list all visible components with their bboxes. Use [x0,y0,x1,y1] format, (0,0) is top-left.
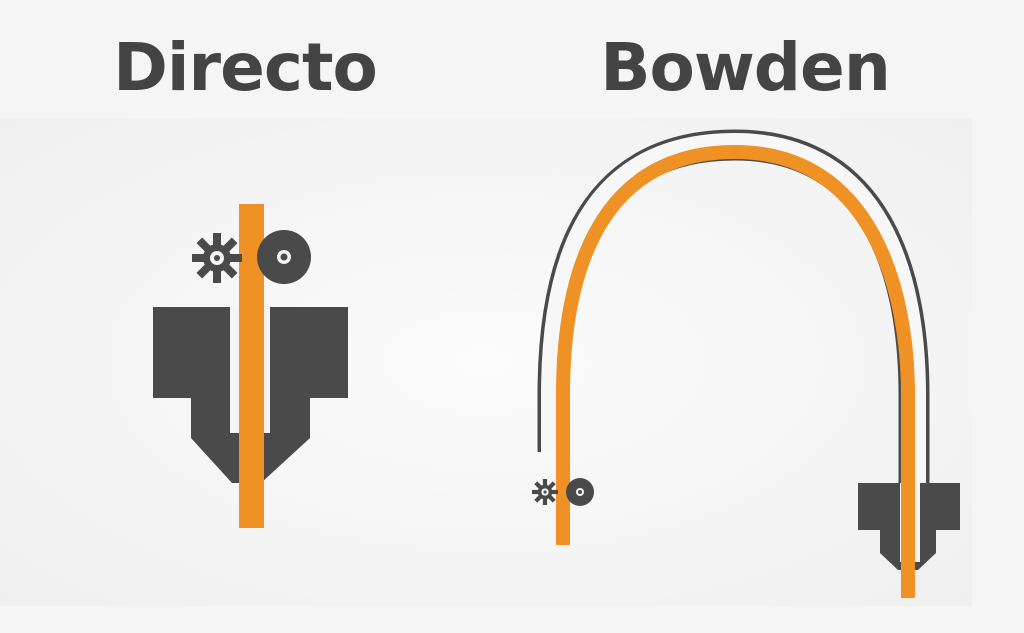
idler-wheel-icon [566,478,594,506]
bowden-tube-inner [541,132,926,500]
gear-icon [192,233,242,283]
bowden-filament [556,144,915,598]
idler-wheel-icon [257,230,311,284]
gear-icon [532,479,558,505]
direct-extruder [153,204,348,528]
bowden-extruder [532,129,960,598]
direct-extruder-title: Directo [113,29,378,106]
bowden-extruder-title: Bowden [600,29,891,106]
